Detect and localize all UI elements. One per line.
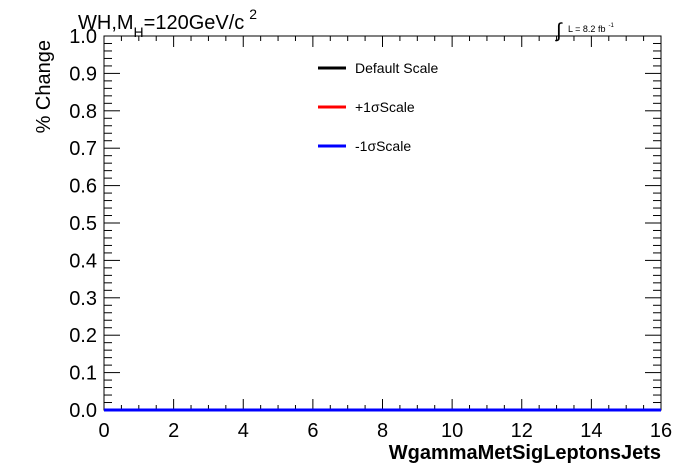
y-tick-label: 0.3 [69,288,97,310]
lumi-label: L = 8.2 fb -1 [568,23,614,34]
y-tick-label: 0.5 [69,213,97,235]
y-tick-label: 0.1 [69,363,97,385]
y-tick-label: 0.0 [69,400,97,422]
lumi-superscript: -1 [608,23,614,29]
y-tick-label: 0.4 [69,250,97,272]
x-axis-label: WgammaMetSigLeptonsJets [389,442,661,464]
legend-label-0: Default Scale [355,60,438,76]
x-tick-label: 2 [168,420,179,442]
x-tick-label: 0 [98,420,109,442]
title-superscript: 2 [249,6,257,22]
title-rest: =120GeV/c [144,12,245,34]
x-tick-label: 10 [441,420,463,442]
y-tick-label: 0.9 [69,63,97,85]
x-tick-label: 16 [650,420,672,442]
y-tick-label: 0.2 [69,325,97,347]
title-subscript: H [134,24,144,40]
lumi-text: L = 8.2 fb [568,24,605,34]
x-tick-label: 4 [238,420,249,442]
legend-label-1: +1σScale [355,99,415,115]
chart-title: WH,MH=120GeV/c 2 [78,6,257,40]
legend-label-2: -1σScale [355,138,411,154]
plot-frame [103,35,662,411]
y-tick-label: 0.7 [69,138,97,160]
x-tick-label: 6 [307,420,318,442]
lumi-integral-sign: ∫ [555,20,563,42]
x-tick-label: 8 [377,420,388,442]
y-tick-label: 0.6 [69,176,97,198]
y-tick-label: 0.8 [69,101,97,123]
x-tick-label: 12 [511,420,533,442]
y-axis-label: % Change [33,40,55,133]
x-tick-label: 14 [580,420,602,442]
y-tick-label: 1.0 [69,26,97,48]
title-main: WH,M [78,12,134,34]
